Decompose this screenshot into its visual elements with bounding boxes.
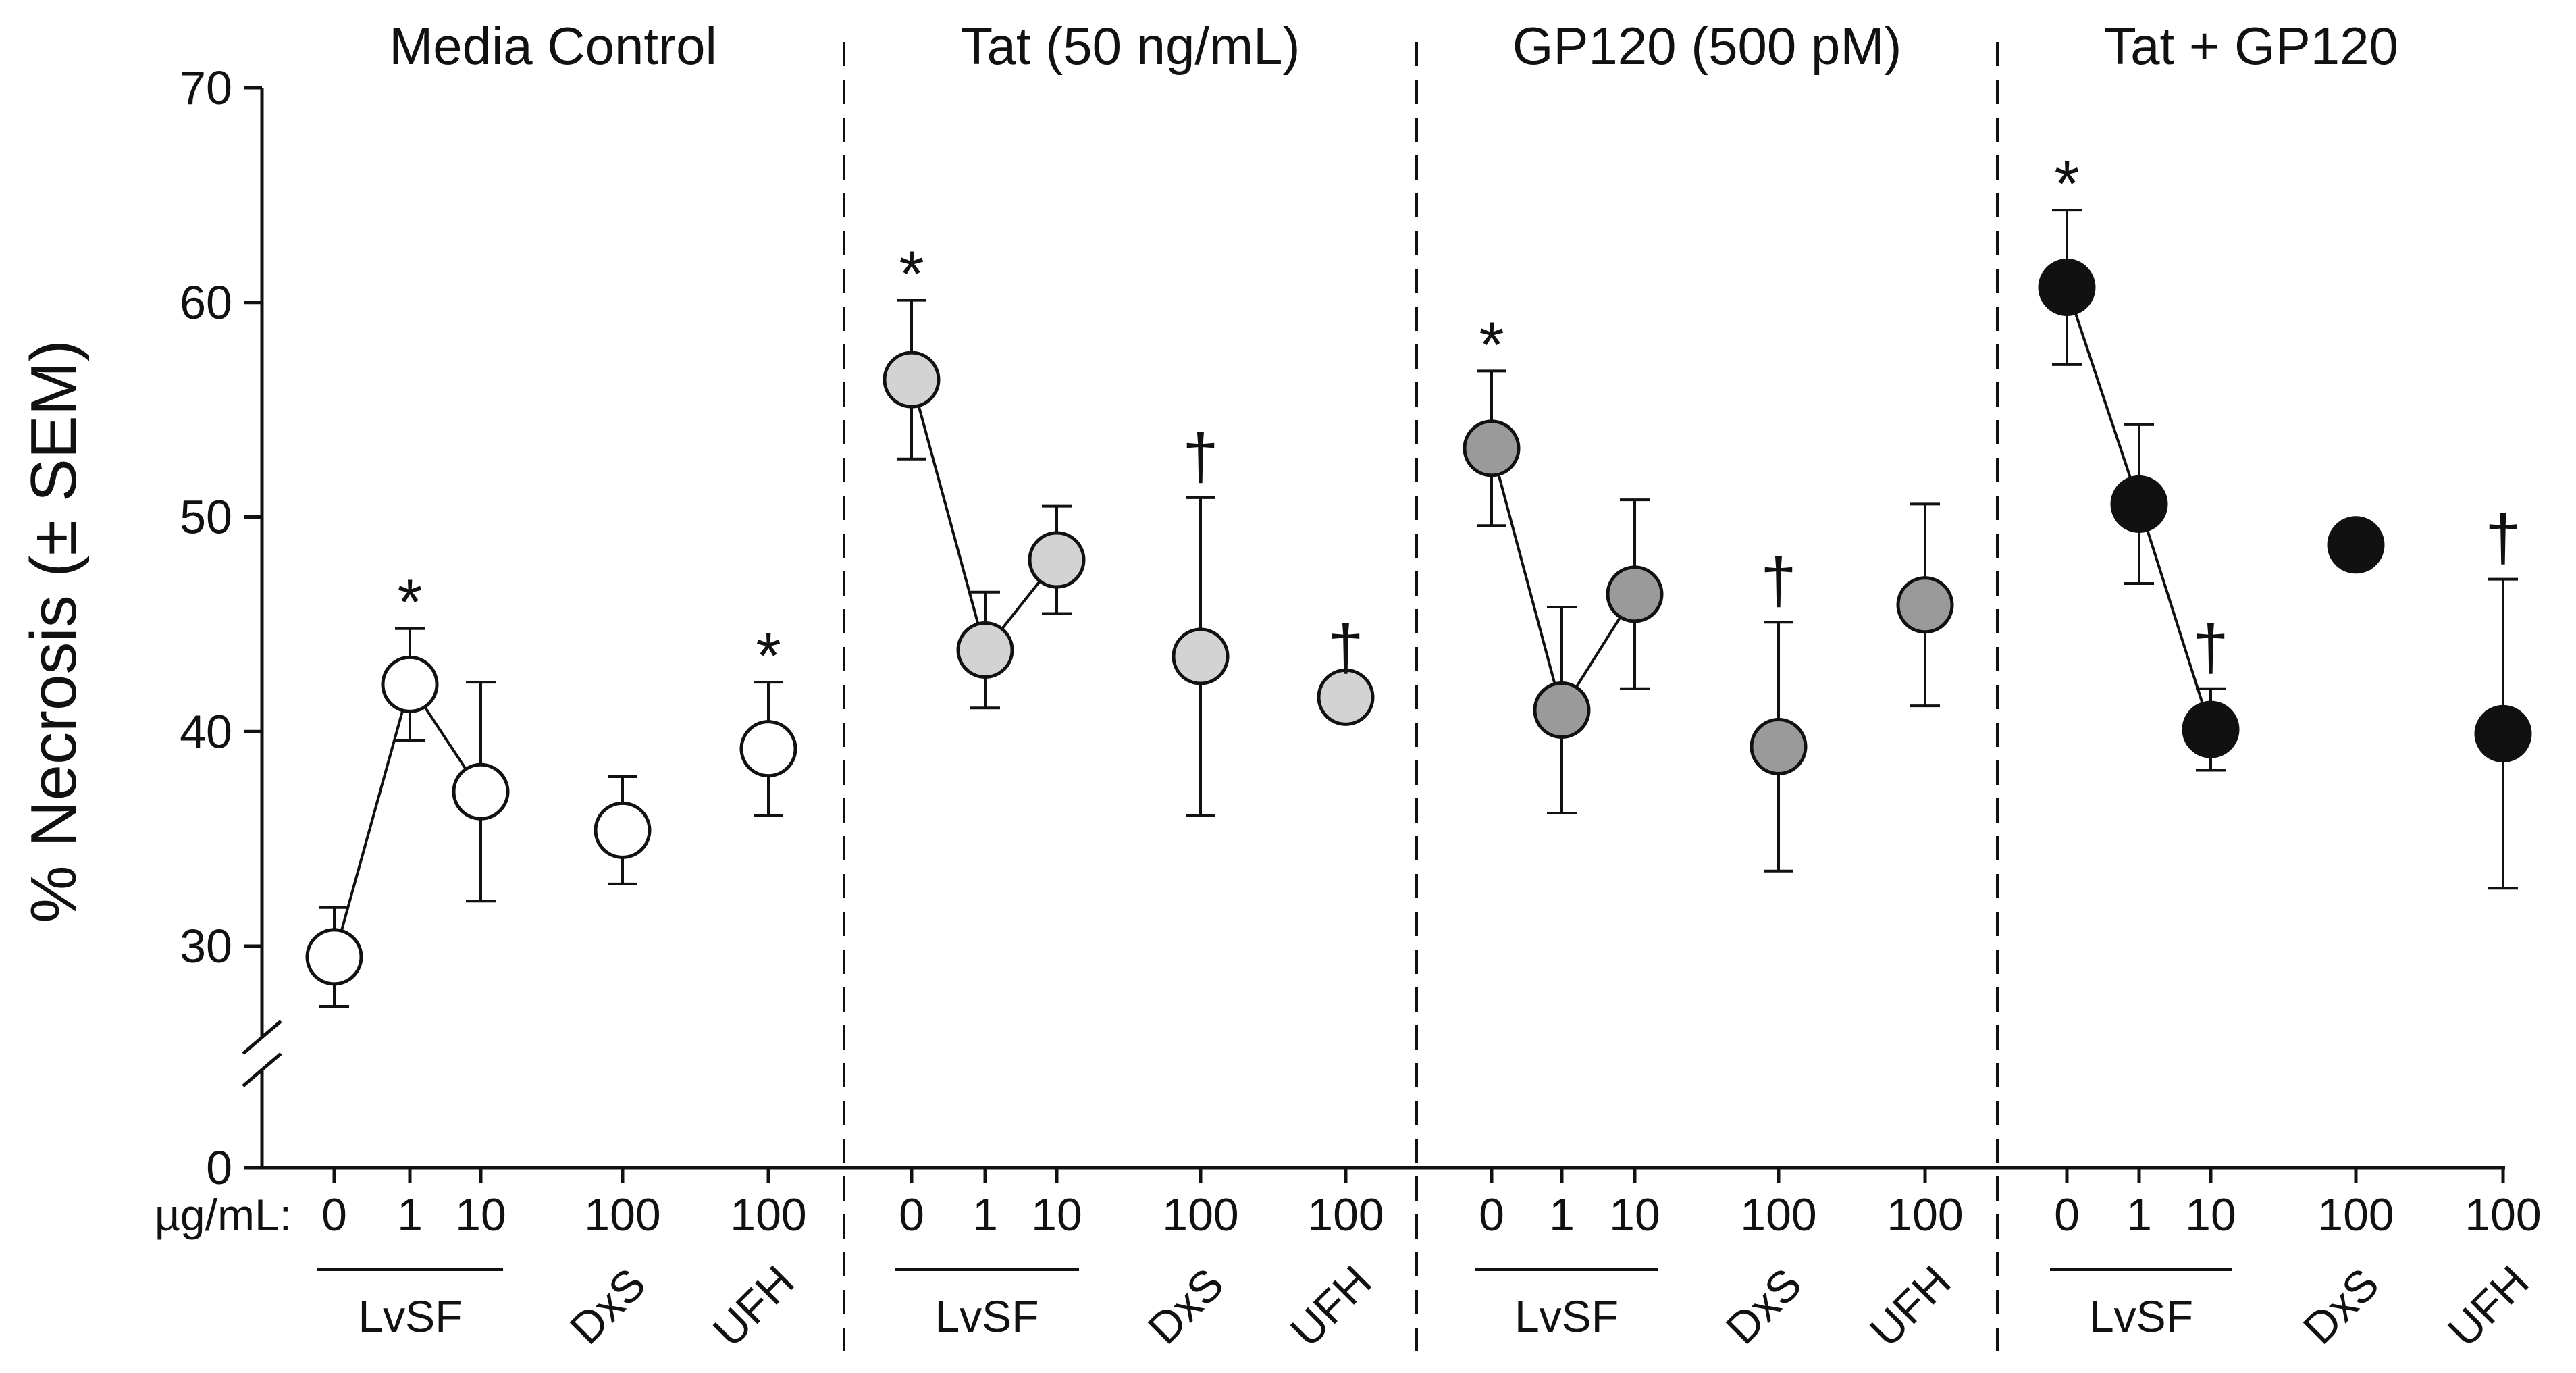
data-point [739,720,797,778]
x-tick-label: 100 [1162,1189,1238,1241]
group-label: UFH [2438,1256,2538,1356]
x-tick-label: 100 [1887,1189,1963,1241]
x-tick-label: 100 [1740,1189,1816,1241]
data-point [2038,259,2096,317]
y-axis-break-mark [242,1020,282,1055]
data-point [2474,704,2532,762]
data-point [594,801,652,859]
significance-mark: * [756,620,781,692]
axes: 70 60 50 40 30 0 % Necrosis (± SEM) µg/mL: [18,42,2505,1351]
panel-title: Tat (50 ng/mL) [961,16,1300,76]
unit-label: µg/mL: [155,1190,292,1240]
panel-title: Media Control [389,16,717,76]
panel-title: GP120 (500 pM) [1513,16,1902,76]
x-tick-label: 100 [1307,1189,1384,1241]
data-point [1172,627,1230,685]
group-label: UFH [1860,1256,1960,1356]
data-point [1463,419,1521,477]
x-tick-label: 10 [455,1189,506,1241]
y-tick-label: 0 [206,1141,232,1194]
significance-mark: † [2485,502,2521,575]
group-label: LvSF [1515,1291,1619,1341]
x-tick-label: 0 [899,1189,924,1241]
data-point [2110,475,2168,533]
x-tick-label: 10 [2185,1189,2236,1241]
group-label: DxS [2293,1258,2388,1353]
panel: Media Control 0 1 10 100 100 LvSF DxS UFH * * [305,16,807,1356]
series-line [333,681,482,958]
y-axis-label: % Necrosis (± SEM) [18,340,90,923]
y-axis-break-mark [242,1052,282,1087]
significance-mark: † [1328,612,1363,684]
panel: Tat + GP120 0 1 10 100 100 LvSF DxS UFH * † † [2038,16,2542,1356]
group-label: DxS [1716,1258,1810,1353]
data-point [1028,531,1086,589]
significance-mark: † [1182,421,1218,493]
group-label: UFH [704,1256,804,1356]
x-tick-label: 1 [397,1189,423,1241]
group-label: LvSF [935,1291,1039,1341]
y-tick-label: 30 [180,920,232,973]
data-point [883,351,941,409]
group-label: DxS [1138,1258,1232,1353]
y-tick-label: 50 [180,491,232,544]
significance-mark: * [2054,148,2079,220]
data-point [1750,717,1808,775]
data-point [452,762,510,821]
significance-mark: * [899,238,924,311]
y-tick-label: 70 [180,61,232,114]
y-tick-label: 60 [180,276,232,329]
x-tick-label: 0 [2054,1189,2080,1241]
x-tick-label: 10 [1031,1189,1082,1241]
significance-mark: * [1479,309,1504,381]
x-tick-label: 100 [584,1189,660,1241]
significance-mark: † [2192,612,2228,684]
group-label: LvSF [358,1291,462,1341]
group-label: UFH [1281,1256,1381,1356]
panel: GP120 (500 pM) 0 1 10 100 100 LvSF DxS UFH * † [1463,16,1964,1356]
panel-title: Tat + GP120 [2104,16,2398,76]
data-point [305,928,363,986]
data-point [381,655,439,713]
x-tick-label: 100 [730,1189,806,1241]
data-point [1317,668,1375,726]
significance-mark: † [1760,545,1796,617]
x-tick-label: 1 [1549,1189,1575,1241]
data-point [2182,700,2240,758]
panel: Tat (50 ng/mL) 0 1 10 100 100 LvSF DxS UFH * † † [883,16,1384,1356]
x-tick-label: 0 [321,1189,347,1241]
data-point [1533,681,1591,739]
group-label: LvSF [2089,1291,2193,1341]
data-point [2327,516,2385,574]
x-tick-label: 1 [2126,1189,2152,1241]
x-tick-label: 100 [2465,1189,2541,1241]
y-tick-label: 40 [180,705,232,758]
data-point [956,621,1014,679]
data-point [1606,565,1664,623]
x-tick-label: 10 [1609,1189,1660,1241]
x-tick-label: 1 [972,1189,998,1241]
significance-mark: * [397,567,422,639]
x-tick-label: 0 [1479,1189,1504,1241]
data-point [1896,576,1954,634]
x-tick-label: 100 [2317,1189,2394,1241]
group-label: DxS [560,1258,654,1353]
